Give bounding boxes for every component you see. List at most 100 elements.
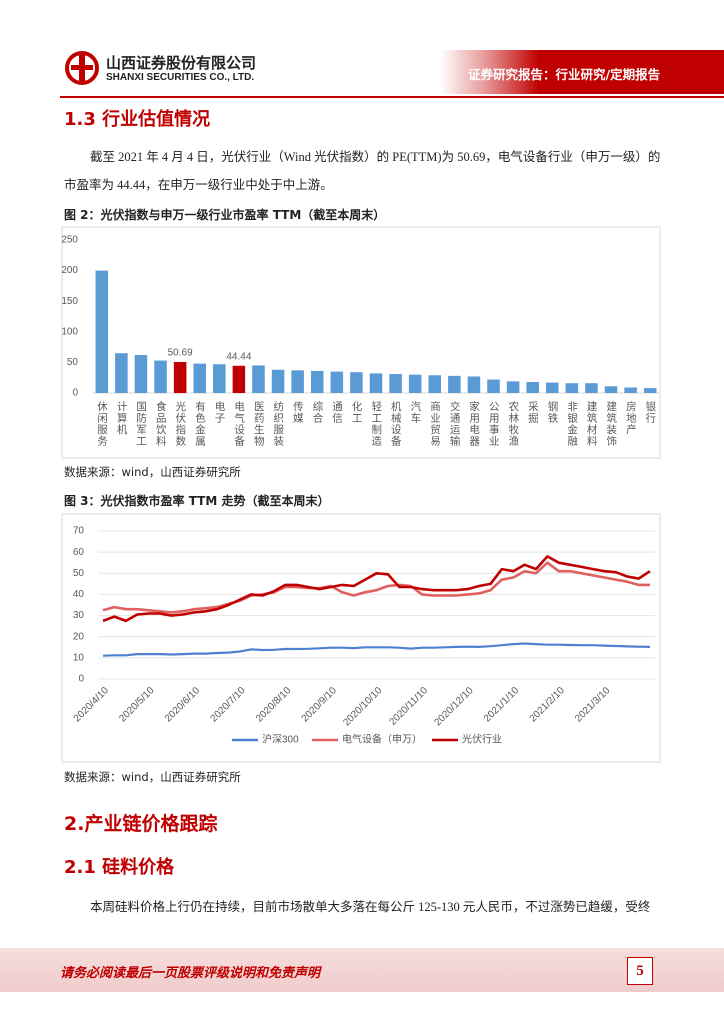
y-tick-label: 0 (72, 388, 78, 399)
x-tick-label: 食品饮料 (155, 400, 167, 447)
bar (565, 383, 579, 393)
bar (428, 375, 442, 393)
legend-label: 沪深300 (262, 733, 299, 746)
x-tick-label: 钢铁 (546, 400, 558, 424)
y-tick-label: 100 (61, 326, 78, 337)
bar (252, 365, 265, 393)
x-tick-label: 国防军工 (135, 401, 147, 447)
line-series (102, 561, 650, 614)
figure-caption: 图 3：光伏指数市盈率 TTM 走势（截至本周末） (64, 494, 330, 508)
bar (154, 360, 167, 393)
x-tick-label: 纺织服装 (272, 400, 284, 447)
bar (291, 370, 304, 393)
y-tick-label: 10 (73, 652, 85, 663)
legend-label: 电气设备（申万） (342, 733, 422, 746)
value-label: 44.44 (226, 351, 251, 362)
x-tick-label: 家用电器 (468, 400, 480, 447)
x-tick-label: 2020/7/10 (208, 685, 248, 725)
figure-source: 数据来源：wind，山西证券研究所 (64, 465, 241, 479)
x-tick-label: 采掘 (527, 401, 539, 424)
section-heading: 1.3 行业估值情况 (64, 109, 211, 130)
x-tick-label: 综合 (311, 400, 323, 424)
x-tick-label: 2020/11/10 (387, 685, 430, 728)
x-tick-label: 2020/6/10 (163, 685, 203, 725)
x-tick-label: 商业贸易 (429, 400, 441, 447)
bar (310, 370, 324, 393)
x-tick-label: 休闲服务 (96, 401, 108, 447)
footer-band (0, 948, 724, 992)
disclaimer: 请务必阅读最后一页股票评级说明和免责声明 (60, 966, 321, 981)
x-tick-label: 2021/1/10 (482, 685, 522, 725)
y-tick-label: 30 (73, 610, 85, 621)
x-tick-label: 银行 (644, 400, 656, 424)
y-tick-label: 60 (73, 547, 85, 558)
x-tick-label: 2020/12/10 (432, 685, 475, 728)
y-tick-label: 20 (73, 631, 85, 642)
section-heading: 2.产业链价格跟踪 (64, 813, 218, 835)
header-rule (60, 96, 724, 98)
x-tick-label: 2020/8/10 (254, 685, 294, 725)
bar (369, 373, 383, 393)
header-banner (440, 50, 724, 94)
paragraph: 本周硅料价格上行仍在持续，目前市场散单大多落在每公斤 125-130 元人民币，… (90, 900, 651, 914)
bar (506, 381, 520, 393)
x-tick-label: 房地产 (625, 400, 637, 435)
x-tick-label: 电气设备 (233, 400, 245, 447)
x-tick-label: 有色金属 (194, 400, 206, 447)
x-tick-label: 计算机 (116, 400, 128, 435)
bar (330, 371, 344, 393)
bar (448, 375, 461, 393)
bar (271, 369, 285, 393)
chart-frame (61, 226, 661, 459)
x-tick-label: 2020/10/10 (341, 685, 384, 728)
bar (232, 365, 246, 393)
report-type: 证券研究报告：行业研究/定期报告 (468, 67, 661, 82)
chart-frame (61, 513, 661, 763)
bar (389, 374, 402, 393)
x-tick-label: 通信 (331, 401, 343, 424)
y-tick-label: 50 (67, 357, 79, 368)
x-tick-label: 传媒 (292, 401, 304, 424)
page-number: 5 (627, 957, 653, 985)
y-tick-label: 200 (61, 265, 78, 276)
bar (467, 376, 481, 393)
x-tick-label: 汽车 (409, 400, 421, 424)
bar (173, 361, 187, 393)
figure-caption: 图 2：光伏指数与申万一级行业市盈率 TTM（截至本周末） (64, 208, 386, 222)
x-tick-label: 交通运输 (449, 400, 461, 447)
bar (643, 388, 657, 393)
x-tick-label: 2021/3/10 (573, 685, 613, 725)
x-tick-label: 2020/4/10 (72, 685, 112, 725)
bar (546, 382, 559, 393)
x-tick-label: 电子 (214, 400, 226, 424)
x-tick-label: 化工 (351, 400, 363, 424)
bar (213, 364, 226, 393)
bar (115, 353, 128, 393)
bar (604, 386, 618, 393)
y-tick-label: 40 (73, 589, 85, 600)
section-heading: 2.1 硅料价格 (64, 857, 175, 878)
bar (585, 383, 598, 393)
y-tick-label: 0 (78, 674, 84, 685)
company-name-en: SHANXI SECURITIES CO., LTD. (106, 72, 255, 83)
y-tick-label: 150 (61, 296, 78, 307)
x-tick-label: 建筑材料 (586, 400, 598, 447)
x-tick-label: 2020/5/10 (117, 685, 157, 725)
value-label: 50.69 (168, 348, 193, 359)
paragraph: 截至 2021 年 4 月 4 日，光伏行业（Wind 光伏指数）的 PE(TT… (64, 150, 661, 192)
y-tick-label: 250 (61, 235, 78, 246)
bar (350, 372, 363, 393)
x-tick-label: 农林牧渔 (507, 400, 519, 447)
x-tick-label: 建筑装饰 (605, 400, 617, 447)
x-tick-label: 非银金融 (566, 401, 578, 447)
bar (526, 381, 539, 393)
y-tick-label: 50 (73, 568, 85, 579)
bar (134, 355, 148, 393)
x-tick-label: 轻工制造 (370, 400, 382, 447)
x-tick-label: 公用事业 (488, 401, 500, 447)
y-tick-label: 70 (73, 526, 85, 537)
x-tick-label: 2021/2/10 (528, 685, 568, 725)
